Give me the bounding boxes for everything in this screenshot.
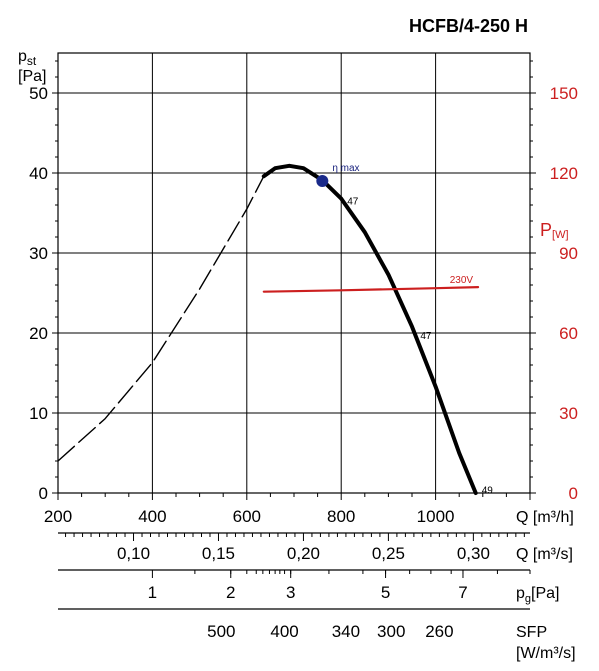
secondary-scale-0: 0,10 0,15 0,20 0,25 0,30 Q [m³/s] — [58, 532, 573, 563]
efficiency-label: 49 — [482, 485, 494, 496]
secondary-tick-label: 300 — [377, 622, 405, 641]
y-axis-label-sub: st — [27, 54, 37, 68]
secondary-tick-label: 2 — [226, 583, 235, 602]
x-tick-label: 1000 — [417, 507, 455, 526]
secondary-tick-label: 3 — [286, 583, 295, 602]
y-axis-label-unit: [Pa] — [18, 68, 46, 85]
x-tick-label: 200 — [44, 507, 72, 526]
power-series-label: 230V — [450, 275, 474, 286]
right-tick-label: 0 — [569, 484, 578, 503]
secondary-scale-2: 500 400 340 300 260 SFP [W/m³/s] — [58, 608, 576, 662]
right-tick-label: 30 — [559, 404, 578, 423]
secondary-scales: 0,10 0,15 0,20 0,25 0,30 Q [m³/s] 1 2 3 5 7 pg[Pa] 5… — [58, 532, 576, 662]
y-tick-label: 50 — [29, 84, 48, 103]
annotations: η max 47 47 49 230V — [316, 163, 493, 496]
y-axis-label: pst [Pa] — [18, 48, 46, 85]
secondary-tick-label: 0,10 — [117, 544, 150, 563]
y-tick-label: 10 — [29, 404, 48, 423]
right-axis-label-unit: [W] — [552, 229, 569, 241]
y-axis-label-main: p — [18, 48, 27, 65]
secondary-scale-1: 1 2 3 5 7 pg[Pa] — [58, 569, 560, 605]
secondary-axis-label: SFP — [516, 624, 547, 641]
eta-max-label: η max — [332, 163, 359, 174]
y-tick-label: 30 — [29, 244, 48, 263]
secondary-tick-label: 260 — [425, 622, 453, 641]
efficiency-label: 47 — [347, 197, 359, 208]
series-pressure-curve-extrapolated — [57, 175, 265, 462]
series-power — [262, 286, 480, 293]
svg-text:pst: pst — [18, 48, 37, 68]
secondary-tick-label: 500 — [207, 622, 235, 641]
eta-max-point — [316, 175, 329, 187]
right-tick-label: 120 — [550, 164, 578, 183]
y-tick-label: 40 — [29, 164, 48, 183]
svg-text:P[W]: P[W] — [540, 220, 569, 241]
secondary-tick-label: 0,15 — [202, 544, 235, 563]
x-tick-label: 600 — [233, 507, 261, 526]
right-tick-label: 60 — [559, 324, 578, 343]
secondary-tick-label: 1 — [148, 583, 157, 602]
y-tick-label: 20 — [29, 324, 48, 343]
x-axis-label: Q [m³/h] — [516, 509, 574, 526]
right-tick-label: 90 — [559, 244, 578, 263]
axis-ticks: 200 400 600 800 1000 0 10 20 30 40 50 0 30 60 90 120 150… — [29, 60, 578, 526]
chart-title: HCFB/4-250 H — [409, 16, 528, 36]
series — [57, 163, 480, 495]
plot-frame — [57, 52, 531, 494]
secondary-tick-label: 0,30 — [457, 544, 490, 563]
secondary-tick-label: 7 — [458, 583, 467, 602]
y-tick-label: 0 — [39, 484, 48, 503]
right-axis-label-main: P — [540, 220, 552, 240]
secondary-axis-label: pg[Pa] — [516, 585, 560, 605]
secondary-tick-label: 0,20 — [287, 544, 320, 563]
secondary-tick-label: 0,25 — [372, 544, 405, 563]
right-tick-label: 150 — [550, 84, 578, 103]
secondary-tick-label: 400 — [270, 622, 298, 641]
secondary-axis-unit: [W/m³/s] — [516, 645, 576, 662]
x-tick-label: 400 — [138, 507, 166, 526]
efficiency-label: 47 — [420, 331, 432, 342]
grid — [57, 52, 531, 494]
secondary-tick-label: 5 — [381, 583, 390, 602]
right-axis-label: P[W] — [540, 220, 569, 241]
secondary-tick-label: 340 — [332, 622, 360, 641]
x-tick-label: 800 — [327, 507, 355, 526]
series-pressure-curve — [261, 163, 478, 495]
secondary-axis-label: Q [m³/s] — [516, 546, 573, 563]
